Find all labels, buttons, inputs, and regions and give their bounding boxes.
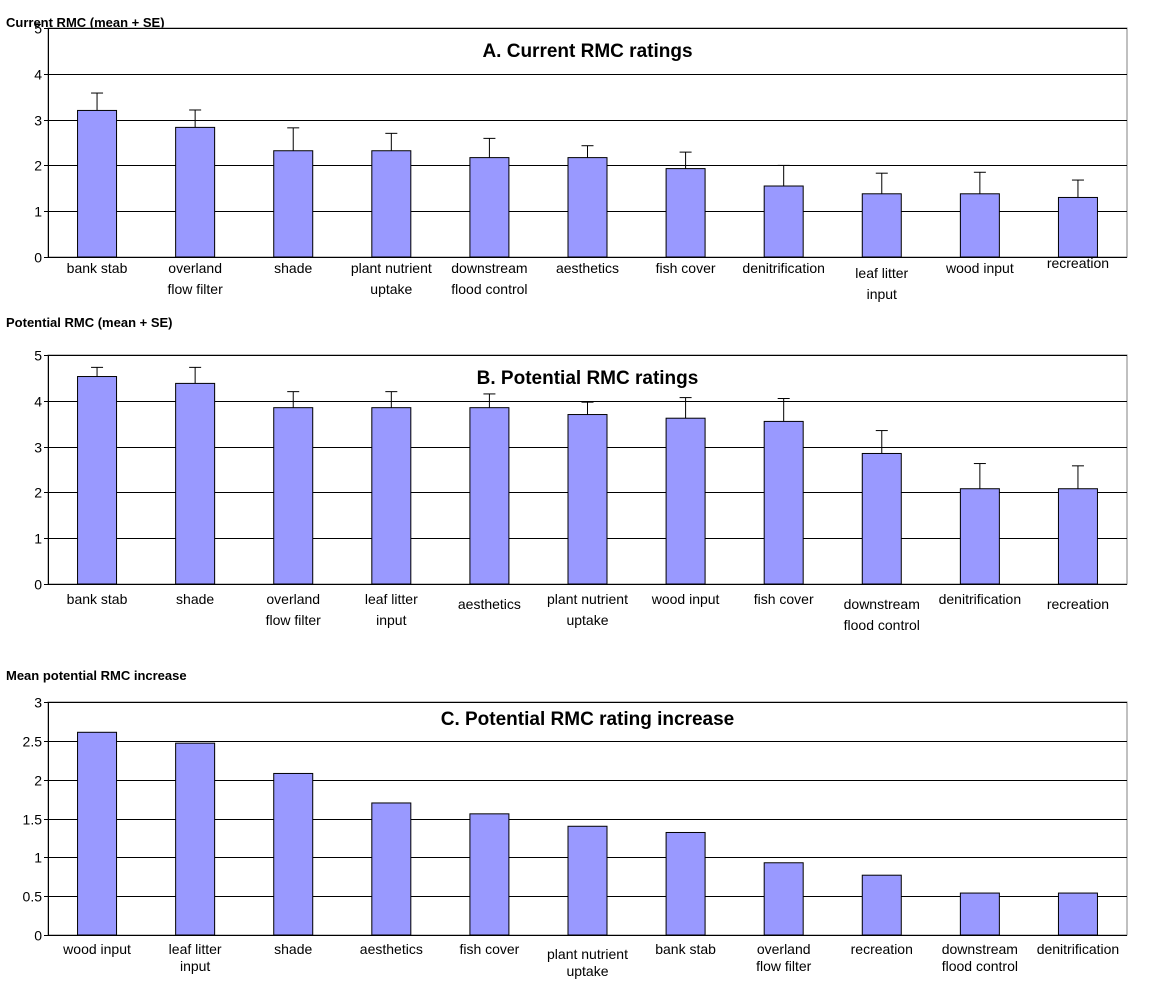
- x-tick-label: bank stab: [67, 260, 128, 276]
- x-tick-label: shade: [274, 941, 312, 957]
- bar: [763, 185, 804, 258]
- y-tick-label: 1: [34, 850, 42, 866]
- x-tick-label: recreation: [1047, 255, 1109, 271]
- bar: [1057, 488, 1098, 585]
- bar: [861, 452, 902, 585]
- y-tick-label: 1.5: [23, 812, 43, 828]
- bar: [469, 157, 510, 258]
- y-tick-label: 2: [34, 773, 42, 789]
- x-tick-label: plant nutrient uptake: [547, 946, 628, 979]
- bar: [175, 126, 216, 258]
- bar: [861, 874, 902, 936]
- y-tick-label: 0: [34, 577, 42, 593]
- x-tick-label: aesthetics: [458, 596, 521, 612]
- bar: [665, 417, 706, 585]
- x-tick-label: plant nutrient uptake: [351, 260, 432, 297]
- bar: [959, 488, 1000, 585]
- x-tick-label: fish cover: [459, 941, 519, 957]
- bar: [175, 382, 216, 585]
- bar: [469, 407, 510, 585]
- bar: [77, 731, 118, 936]
- x-tick-label: wood input: [945, 260, 1014, 276]
- y-tick-label: 3: [34, 695, 42, 711]
- y-tick-label: 3: [34, 113, 42, 129]
- x-tick-label: wood input: [62, 941, 131, 957]
- x-tick-label: leaf litter input: [169, 941, 222, 974]
- bar: [665, 168, 706, 258]
- chart-panel-0: Current RMC (mean + SE) 0 1 2 3 4 5 A. Current …: [6, 15, 1128, 302]
- x-tick-label: denitrification: [939, 591, 1022, 607]
- bar: [763, 420, 804, 585]
- bar: [665, 831, 706, 936]
- y-axis-label: Current RMC (mean + SE): [6, 15, 165, 30]
- x-tick-label: bank stab: [67, 591, 128, 607]
- y-tick-label: 0.5: [23, 889, 43, 905]
- bar: [175, 742, 216, 936]
- x-tick-label: leaf litter input: [855, 265, 908, 302]
- x-tick-label: aesthetics: [556, 260, 619, 276]
- x-tick-label: downstream flood control: [451, 260, 527, 297]
- x-tick-label: downstream flood control: [942, 941, 1018, 974]
- y-axis-label: Mean potential RMC increase: [6, 668, 187, 683]
- y-tick-label: 2: [34, 158, 42, 174]
- x-tick-label: bank stab: [655, 941, 716, 957]
- chart-panel-2: Mean potential RMC increase 0 0.5 1 1.5 2 2.5 3…: [6, 668, 1128, 979]
- y-axis-label: Potential RMC (mean + SE): [6, 315, 173, 330]
- bar: [1057, 892, 1098, 936]
- x-tick-label: wood input: [651, 591, 720, 607]
- y-tick-label: 5: [34, 21, 42, 37]
- bar: [567, 825, 608, 936]
- bar: [273, 407, 314, 585]
- bar: [371, 802, 412, 936]
- chart-title: A. Current RMC ratings: [482, 41, 692, 62]
- chart-title: B. Potential RMC ratings: [477, 368, 699, 389]
- x-tick-label: denitrification: [742, 260, 825, 276]
- bar: [567, 157, 608, 258]
- y-tick-label: 1: [34, 531, 42, 547]
- x-tick-label: recreation: [1047, 596, 1109, 612]
- y-tick-label: 4: [34, 394, 42, 410]
- bar: [371, 150, 412, 258]
- chart-title: C. Potential RMC rating increase: [441, 709, 735, 730]
- x-tick-label: shade: [176, 591, 214, 607]
- bar: [273, 150, 314, 258]
- bar: [959, 193, 1000, 258]
- x-tick-label: fish cover: [656, 260, 716, 276]
- y-tick-label: 5: [34, 348, 42, 364]
- y-tick-label: 1: [34, 204, 42, 220]
- y-tick-label: 0: [34, 928, 42, 944]
- bar: [371, 407, 412, 585]
- y-tick-label: 3: [34, 440, 42, 456]
- y-tick-label: 0: [34, 250, 42, 266]
- bar: [567, 414, 608, 585]
- y-tick-label: 2.5: [23, 734, 43, 750]
- bar: [1057, 196, 1098, 258]
- bar: [77, 376, 118, 585]
- chart-panel-1: Potential RMC (mean + SE) 0 1 2 3 4 5 B. Potent…: [6, 315, 1128, 633]
- y-tick-label: 2: [34, 485, 42, 501]
- x-tick-label: overland flow filter: [756, 941, 812, 974]
- x-tick-label: overland flow filter: [266, 591, 322, 628]
- x-tick-label: shade: [274, 260, 312, 276]
- x-tick-label: denitrification: [1037, 941, 1120, 957]
- bar: [861, 193, 902, 258]
- bar: [763, 862, 804, 936]
- bar: [77, 109, 118, 258]
- x-tick-label: aesthetics: [360, 941, 423, 957]
- x-tick-label: overland flow filter: [168, 260, 224, 297]
- y-tick-label: 4: [34, 67, 42, 83]
- x-tick-label: leaf litter input: [365, 591, 418, 628]
- x-tick-label: plant nutrient uptake: [547, 591, 628, 628]
- bar: [469, 813, 510, 936]
- x-tick-label: fish cover: [754, 591, 814, 607]
- x-tick-label: downstream flood control: [844, 596, 920, 633]
- x-tick-label: recreation: [851, 941, 913, 957]
- bar: [959, 892, 1000, 936]
- bar: [273, 772, 314, 936]
